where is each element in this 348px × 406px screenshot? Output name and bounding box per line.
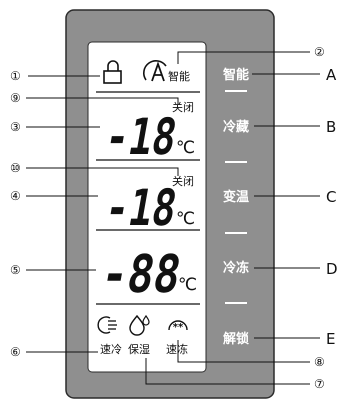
callout-8: ⑧	[314, 355, 325, 369]
smart-button[interactable]: 智能	[223, 67, 249, 83]
zone1-digits: -18	[101, 107, 181, 166]
letter-d: D	[326, 260, 338, 278]
letter-c: C	[326, 188, 336, 206]
callout-6: ⑥	[10, 345, 21, 359]
zone3-digits: -88	[97, 244, 186, 305]
humidity-icon	[129, 314, 150, 336]
letter-e: E	[326, 330, 335, 348]
display-window	[87, 41, 207, 373]
left-callout-lines	[26, 75, 179, 353]
freezer-button[interactable]: 冷冻	[223, 260, 249, 276]
zone2-digits: -18	[101, 178, 181, 237]
fridge-button[interactable]: 冷藏	[223, 119, 249, 135]
callout-3: ③	[10, 120, 21, 134]
letter-a: A	[326, 66, 337, 84]
zone3-temperature-readout: -88	[97, 244, 186, 305]
quick-freeze-label: 速冻	[166, 342, 188, 356]
smart-label: 智能	[168, 69, 190, 83]
right-callout-lines	[145, 51, 310, 385]
letter-b: B	[326, 118, 336, 136]
zone2-off-label: 关闭	[172, 174, 194, 188]
callout-4: ④	[10, 189, 21, 203]
svg-text:**: **	[173, 322, 184, 333]
quick-cool-icon	[97, 316, 117, 334]
letter-leader-lines	[252, 73, 320, 339]
padlock-icon	[103, 60, 122, 84]
zone2-temperature-readout: -18	[101, 178, 181, 237]
callout-1: ①	[10, 69, 21, 83]
zone1-temperature-readout: -18	[101, 107, 181, 166]
unlock-button[interactable]: 解锁	[222, 331, 249, 347]
callout-7: ⑦	[314, 377, 325, 391]
variable-temp-button[interactable]: 变温	[223, 189, 249, 205]
humidity-label: 保湿	[128, 342, 150, 356]
smart-mode-icon	[143, 60, 167, 82]
quick-freeze-icon: **	[168, 320, 188, 333]
zone3-unit: ℃	[178, 275, 197, 295]
zone1-unit: ℃	[176, 138, 195, 158]
zone2-unit: ℃	[176, 209, 195, 229]
callout-5: ⑤	[10, 263, 21, 277]
callout-9: ⑨	[10, 91, 21, 105]
callout-10: ⑩	[10, 161, 21, 175]
quick-cool-label: 速冷	[100, 343, 122, 356]
callout-2: ②	[314, 45, 325, 59]
